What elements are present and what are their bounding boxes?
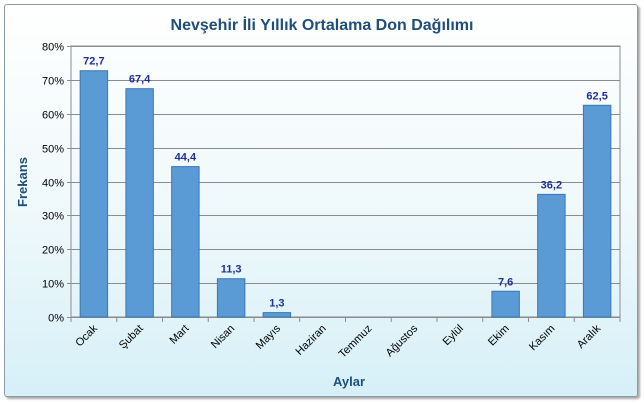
data-label: 62,5 [586, 90, 607, 102]
data-label: 7,6 [498, 276, 513, 288]
bar [171, 166, 200, 318]
y-tick-label: 50% [42, 144, 64, 156]
x-tick-label: Kasım [527, 323, 558, 354]
bar [537, 193, 566, 318]
x-tick-label: Ağustos [384, 322, 421, 359]
bar [262, 312, 292, 318]
y-tick-label: 10% [42, 279, 64, 291]
bar [79, 70, 109, 318]
y-tick-label: 20% [42, 245, 64, 257]
bar [125, 88, 154, 318]
chart-frame [4, 4, 638, 397]
x-tick-label: Şubat [117, 323, 146, 352]
x-tick-label: Temmuz [337, 323, 375, 361]
x-tick-label: Aralık [575, 322, 604, 351]
bar [582, 104, 612, 318]
data-label: 36,2 [541, 179, 562, 191]
y-tick-label: 30% [42, 211, 64, 223]
y-tick-label: 80% [42, 42, 64, 54]
y-tick-label: 40% [42, 178, 64, 190]
data-label: 1,3 [269, 298, 284, 310]
x-tick-label: Haziran [293, 323, 328, 358]
bar [491, 290, 520, 318]
chart-title: Nevşehir İli Yıllık Ortalama Don Dağılım… [171, 16, 474, 34]
bar [216, 278, 246, 318]
x-tick-label: Nisan [209, 323, 237, 351]
x-tick-label: Mayıs [254, 322, 284, 352]
data-label: 67,4 [129, 74, 151, 86]
x-tick-label: Eylül [441, 323, 466, 348]
x-tick-label: Mart [167, 323, 191, 347]
y-tick-label: 0% [48, 313, 64, 325]
bars [79, 70, 612, 318]
y-tick-label: 60% [42, 110, 64, 122]
data-label: 44,4 [175, 152, 197, 164]
data-label: 11,3 [221, 264, 242, 276]
data-label: 72,7 [83, 56, 104, 68]
x-tick-label: Ekim [486, 323, 512, 349]
y-tick-label: 70% [42, 76, 64, 88]
x-tick-label: Ocak [73, 322, 100, 349]
data-labels: 72,7 67,4 44,4 11,3 1,3 7,6 36,2 62,5 [83, 56, 608, 310]
x-axis-ticks: Ocak Şubat Mart Nisan Mayıs Haziran Temmuz Ağus… [70, 317, 621, 361]
x-axis-title: Aylar [333, 374, 365, 389]
y-axis-ticks: 0% 10% 20% 30% 40% 50% 60% 70% 80% [42, 42, 71, 325]
y-axis-title: Frekans [15, 157, 30, 207]
